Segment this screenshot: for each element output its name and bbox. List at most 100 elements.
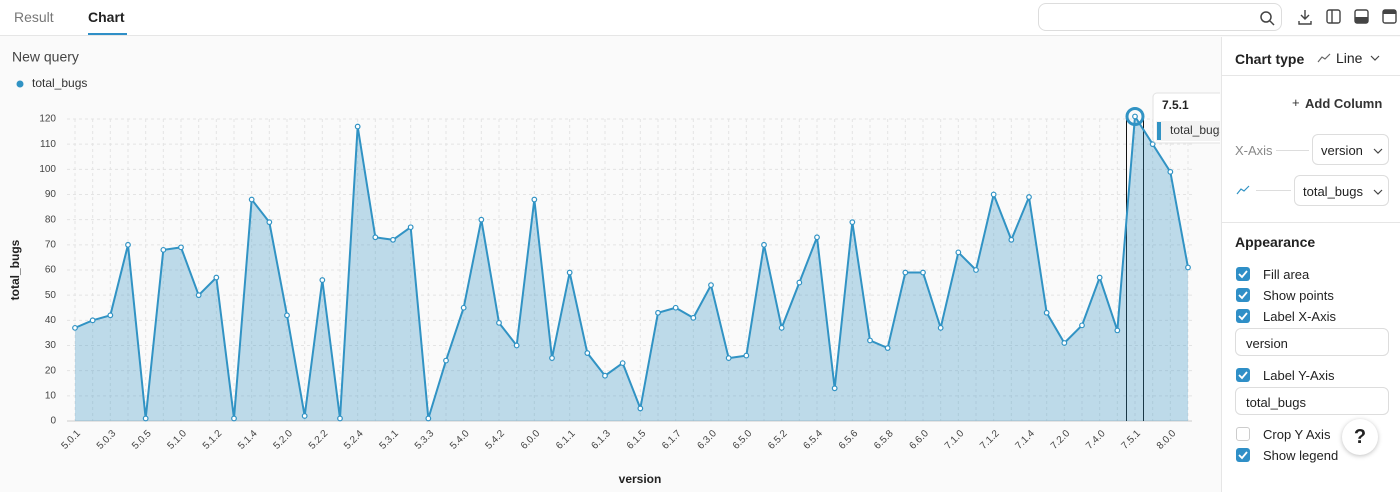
input-value: total_bugs <box>1246 395 1306 410</box>
checkbox[interactable] <box>1236 267 1250 281</box>
checkbox[interactable] <box>1236 427 1250 441</box>
chart: New query version total_bugs 0 10 20 30 40 50… <box>8 49 1220 486</box>
point <box>107 312 114 319</box>
y-series-value: total_bugs <box>1303 184 1363 199</box>
tab-result[interactable]: Result <box>14 9 54 25</box>
check-mark <box>1238 451 1248 460</box>
point <box>443 357 449 364</box>
x-tick-label: 7.1.0 <box>943 428 967 452</box>
point <box>725 355 732 361</box>
point <box>301 413 308 419</box>
line <box>74 113 1189 419</box>
x-tick-label: 5.2.4 <box>342 428 366 452</box>
option-label: Crop Y Axis <box>1263 427 1331 442</box>
point <box>1096 274 1103 281</box>
y-tick-label: 90 <box>45 189 57 200</box>
search-box[interactable] <box>1038 3 1282 31</box>
y-tick-label: 10 <box>45 390 57 401</box>
point <box>513 342 520 349</box>
y-tick-label: 110 <box>40 139 56 150</box>
y-tick-label: 30 <box>45 340 57 351</box>
toolbar-icons[interactable] <box>1297 8 1397 26</box>
x-tick-label: 5.0.5 <box>130 428 154 452</box>
x-axis-label: version <box>619 472 662 486</box>
point <box>973 267 979 273</box>
point <box>1185 264 1191 271</box>
x-tick-label: 7.2.0 <box>1049 428 1073 452</box>
chevron <box>1370 55 1380 61</box>
check-mark <box>1238 312 1248 321</box>
text-input[interactable]: version <box>1235 328 1389 356</box>
settings-panel: Chart type Line + Add Column X-Axis vers… <box>1221 37 1400 492</box>
x-tick-label: 6.1.3 <box>589 428 613 452</box>
point <box>496 319 502 326</box>
tooltip-row <box>1156 121 1220 141</box>
point <box>160 246 167 253</box>
tab-underline <box>88 33 127 35</box>
point <box>1114 327 1121 334</box>
point <box>425 415 432 422</box>
chart-type-label: Chart type <box>1235 51 1305 67</box>
y-tick-label: 100 <box>39 164 56 175</box>
point <box>778 324 785 331</box>
hover-point <box>1125 106 1145 126</box>
text-input[interactable]: total_bugs <box>1235 387 1389 415</box>
point <box>390 236 396 243</box>
point <box>743 352 750 359</box>
x-tick-label: 6.3.0 <box>695 428 719 452</box>
add-column-plus: + <box>1292 95 1300 110</box>
x-tick-label: 6.1.1 <box>554 428 578 452</box>
appearance-title: Appearance <box>1235 234 1316 250</box>
point <box>178 244 184 251</box>
checkbox[interactable] <box>1236 309 1250 323</box>
point <box>372 234 379 241</box>
checkbox[interactable] <box>1236 448 1250 462</box>
option-label: Show legend <box>1263 448 1339 463</box>
help-button[interactable]: ? <box>1342 419 1378 455</box>
point <box>1167 168 1174 175</box>
tab-chart[interactable]: Chart <box>88 9 125 25</box>
point <box>195 292 202 299</box>
input-value: version <box>1246 336 1288 351</box>
point <box>354 123 361 130</box>
x-axis-select[interactable]: version <box>1312 134 1389 165</box>
point <box>1149 141 1156 148</box>
add-column-button[interactable]: Add Column <box>1305 96 1383 111</box>
y-tick-label: 80 <box>45 214 57 225</box>
x-tick-label: 6.0.0 <box>519 428 543 452</box>
point <box>337 415 343 422</box>
point <box>478 216 485 223</box>
point <box>1008 236 1015 243</box>
x-tick-label: 5.3.3 <box>413 428 437 452</box>
point <box>125 241 131 248</box>
point <box>920 269 926 276</box>
y-tick-label: 120 <box>39 114 56 125</box>
x-tick-label: 8.0.0 <box>1155 428 1179 452</box>
x-tick-label: 5.0.1 <box>59 428 83 452</box>
y-tick-label: 0 <box>50 416 56 427</box>
point <box>937 324 944 331</box>
point <box>1026 194 1032 200</box>
x-tick-label: 7.5.1 <box>1119 428 1143 452</box>
y-series-select[interactable]: total_bugs <box>1294 175 1389 206</box>
point <box>266 219 273 226</box>
point <box>284 312 290 319</box>
y-tick-label: 70 <box>45 239 57 250</box>
tooltip-series: total_bugs <box>1170 123 1220 137</box>
point <box>655 309 661 316</box>
point <box>672 304 679 311</box>
checkbox[interactable] <box>1236 288 1250 302</box>
x-tick-label: 5.1.2 <box>201 428 225 452</box>
x-tick-label: 6.5.4 <box>801 428 825 452</box>
point <box>1079 322 1085 329</box>
chart-type-select[interactable]: Line <box>1336 50 1363 66</box>
checkbox[interactable] <box>1236 368 1250 382</box>
x-tick-label: 6.5.8 <box>872 428 896 452</box>
point <box>1043 309 1050 316</box>
search-icon <box>1260 11 1275 26</box>
point <box>867 337 873 344</box>
x-tick-label: 5.3.1 <box>377 428 401 452</box>
x-tick-label: 5.2.2 <box>307 428 331 452</box>
x-tick-label: 7.1.4 <box>1013 428 1037 452</box>
